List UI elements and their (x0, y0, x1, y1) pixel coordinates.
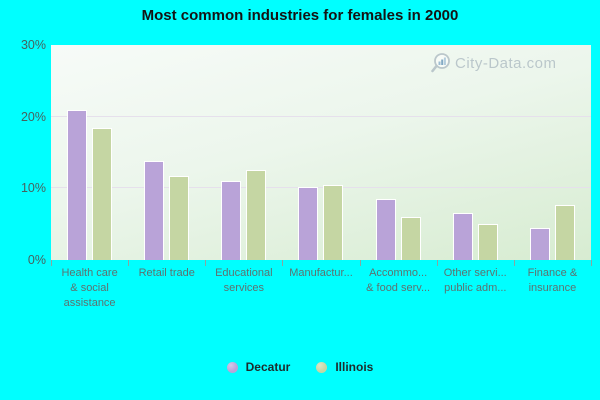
legend-swatch (226, 361, 238, 373)
bar-group (437, 45, 514, 260)
legend-swatch (316, 361, 328, 373)
x-tick-mark (359, 260, 361, 266)
bar-decatur (529, 227, 550, 260)
bar-decatur (67, 109, 88, 260)
x-tick-label: Manufactur... (289, 267, 353, 279)
bar-illinois (323, 185, 344, 260)
watermark: City-Data.com (430, 52, 557, 74)
plot-area (51, 45, 591, 260)
legend: Decatur Illinois (0, 360, 600, 374)
x-tick-label: Finance & insurance (527, 267, 578, 294)
y-tick-label: 20% (20, 109, 46, 124)
bar-illinois (477, 224, 498, 260)
magnifier-chart-icon (430, 52, 452, 74)
bar-illinois (92, 128, 113, 260)
x-tick-label: Other servi... public adm... (443, 267, 507, 294)
legend-item-decatur: Decatur (226, 360, 291, 374)
y-tick-label: 0% (27, 253, 46, 267)
x-tick-mark (51, 260, 52, 266)
bar-group (514, 45, 591, 260)
bar-decatur (144, 161, 165, 260)
x-tick-label: Health care & social assistance (61, 267, 118, 309)
x-tick-label: Educational services (215, 267, 273, 294)
bar-group (205, 45, 282, 260)
bar-group (51, 45, 128, 260)
x-tick-mark (205, 260, 207, 266)
gridline (51, 115, 591, 117)
bar-decatur (298, 186, 319, 260)
bar-illinois (554, 204, 575, 260)
y-tick-label: 10% (20, 181, 46, 196)
y-tick-label: 30% (20, 38, 46, 52)
x-tick-mark (436, 260, 438, 266)
legend-label: Illinois (335, 360, 374, 374)
chart-title: Most common industries for females in 20… (141, 7, 459, 24)
legend-item-illinois: Illinois (316, 360, 373, 374)
bar-group (128, 45, 205, 260)
x-axis-labels: Health care & social assistance Retail trad… (51, 266, 591, 311)
bar-decatur (452, 213, 473, 260)
x-tick-label: Accommo... & food serv... (366, 267, 431, 294)
x-tick-mark (282, 260, 284, 266)
legend-label: Decatur (245, 360, 291, 374)
bar-illinois (400, 217, 421, 260)
bar-decatur (375, 199, 396, 260)
bar-group (282, 45, 359, 260)
bar-decatur (221, 181, 242, 260)
x-tick-mark (591, 260, 592, 266)
x-tick-mark (513, 260, 515, 266)
watermark-text: City-Data.com (455, 54, 557, 72)
bar-illinois (246, 170, 267, 260)
bar-group (360, 45, 437, 260)
x-tick-label: Retail trade (138, 267, 195, 279)
gridline (51, 187, 591, 189)
bar-illinois (169, 176, 190, 260)
x-tick-mark (128, 260, 130, 266)
